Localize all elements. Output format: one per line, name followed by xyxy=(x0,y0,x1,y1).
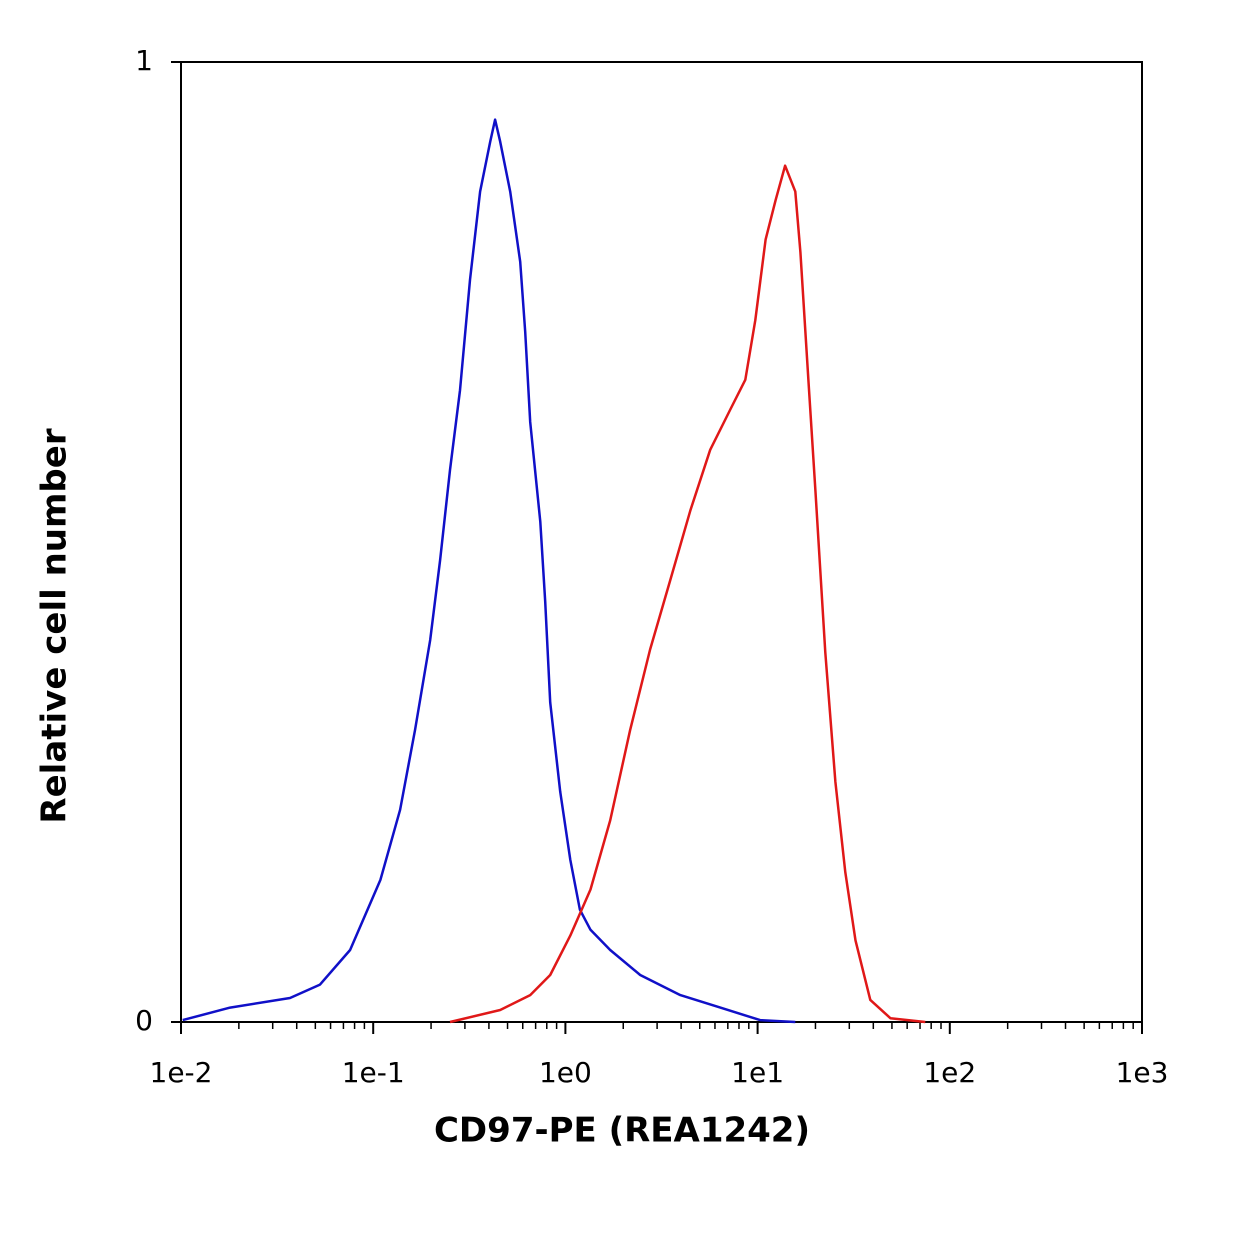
y-tick-label: 1 xyxy=(135,44,153,77)
x-tick-label: 1e1 xyxy=(731,1056,784,1089)
plot-frame xyxy=(180,61,1143,1023)
x-axis-title: CD97-PE (REA1242) xyxy=(434,1111,810,1151)
series-line xyxy=(449,164,926,1024)
y-tick-label: 0 xyxy=(135,1004,153,1037)
y-axis-title: Relative cell number xyxy=(35,428,75,823)
x-tick-label: 1e2 xyxy=(923,1056,976,1089)
x-tick-label: 1e3 xyxy=(1116,1056,1169,1089)
series-line xyxy=(182,118,796,1024)
x-tick-label: 1e-1 xyxy=(342,1056,405,1089)
x-tick-label: 1e0 xyxy=(539,1056,592,1089)
x-tick-label: 1e-2 xyxy=(150,1056,213,1089)
